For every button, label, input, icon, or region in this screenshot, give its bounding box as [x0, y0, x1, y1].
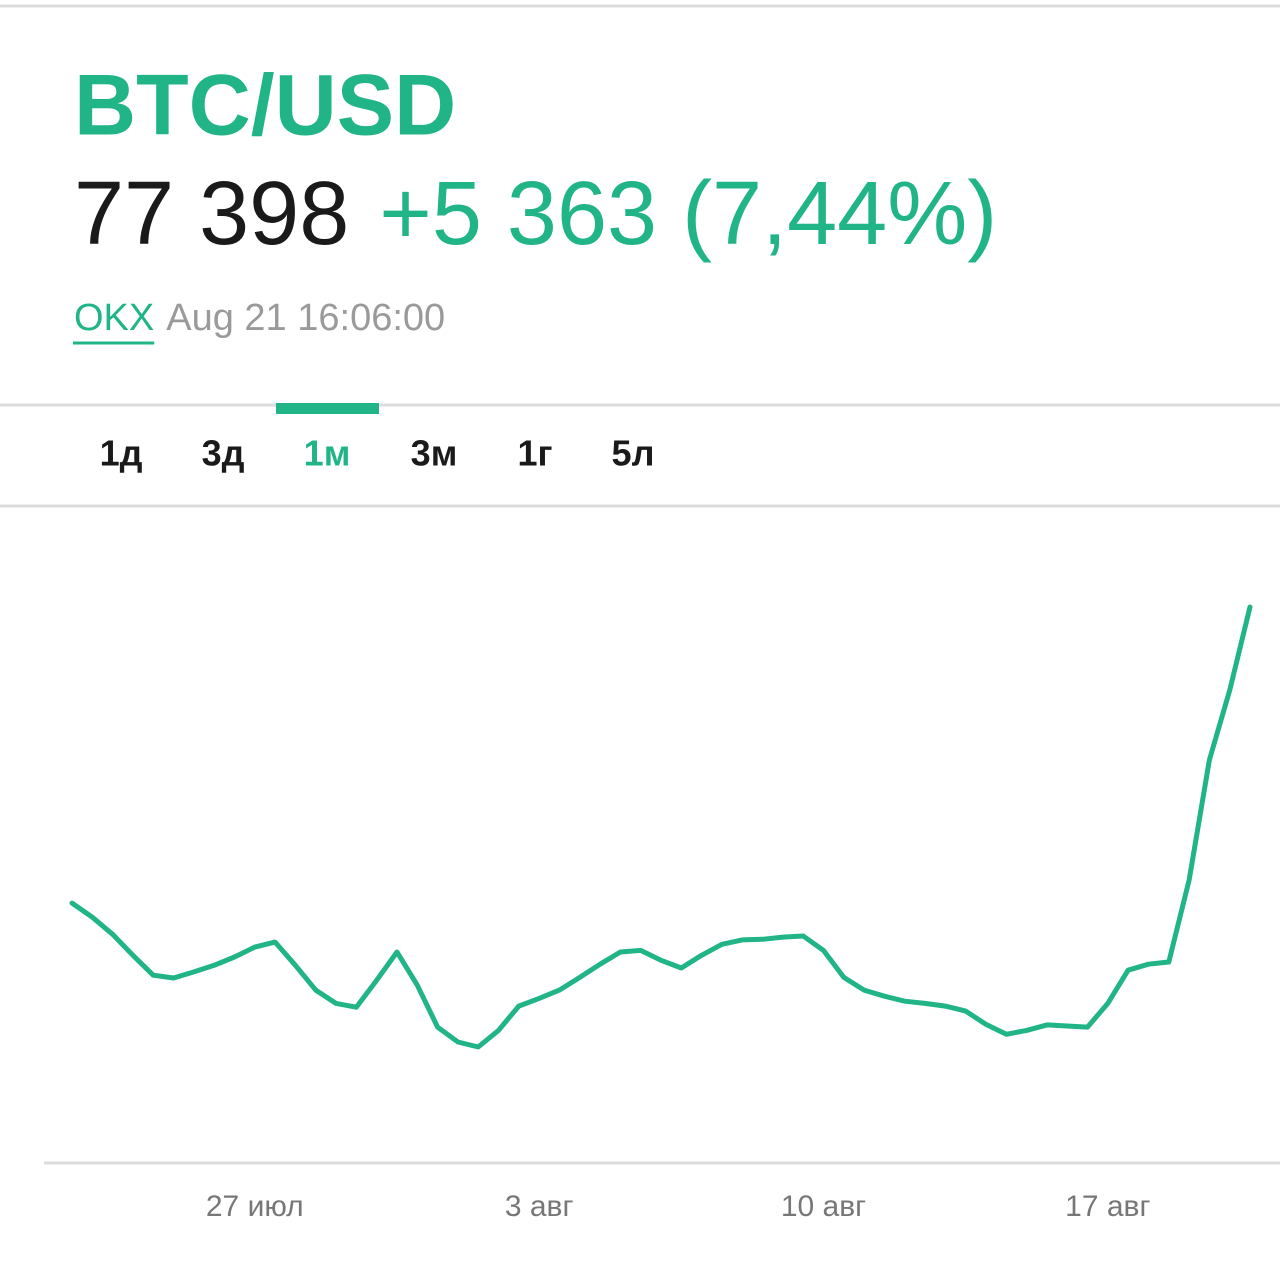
ticker-title: BTC/USD [74, 58, 456, 154]
x-tick-label: 10 авг [781, 1190, 866, 1223]
price: 77 398 [74, 164, 349, 264]
timestamp: Aug 21 16:06:00 [166, 297, 445, 339]
period-tab[interactable]: 1д [100, 433, 143, 474]
period-tab[interactable]: 1г [517, 433, 552, 474]
period-tab[interactable]: 5л [612, 433, 655, 474]
price-line [69, 604, 1253, 1050]
period-tab[interactable]: 1м [304, 433, 351, 474]
period-tab[interactable]: 3д [202, 433, 245, 474]
x-tick-label: 27 июл [206, 1190, 304, 1223]
x-tick-label: 3 авг [505, 1190, 574, 1223]
period-tab[interactable]: 3м [411, 433, 458, 474]
price-change: +5 363 (7,44%) [379, 164, 997, 264]
active-tab-indicator [276, 403, 379, 414]
source-link[interactable]: OKX [74, 297, 154, 339]
x-tick-label: 17 авг [1065, 1190, 1150, 1223]
